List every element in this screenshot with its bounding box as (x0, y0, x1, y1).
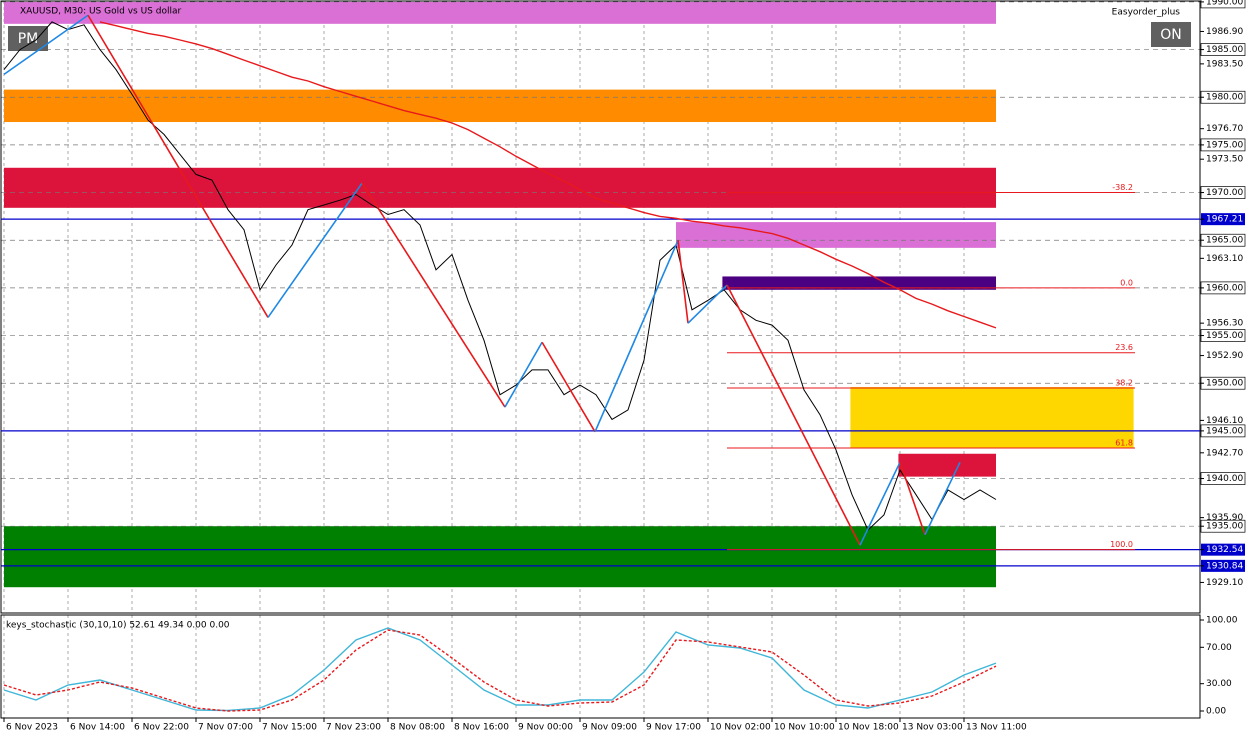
price-zone (722, 276, 996, 290)
zigzag-segment (726, 284, 861, 546)
zigzag-segment (267, 182, 363, 318)
price-line (99, 21, 997, 329)
y-tick-label: 1929.10 (1206, 578, 1243, 588)
y-tick-label: 1970.00 (1206, 188, 1243, 198)
zigzag-segment (677, 240, 689, 324)
y-tick-label: 1945.00 (1206, 426, 1243, 436)
x-tick-label: 9 Nov 17:00 (646, 723, 701, 733)
y-tick-label: 1955.00 (1206, 331, 1243, 341)
expert-name: Easyorder_plus (1112, 8, 1181, 18)
pm-button[interactable] (8, 26, 48, 51)
y-tick-label: 1932.54 (1206, 545, 1243, 555)
y-tick-label: 1990.00 (1206, 0, 1243, 7)
fib-label: 38.2 (1115, 378, 1133, 387)
zigzag-segment (87, 14, 269, 318)
y-tick-label: 1967.21 (1206, 215, 1243, 225)
y-tick-label: 1935.90 (1206, 513, 1243, 523)
x-tick-label: 6 Nov 22:00 (134, 723, 189, 733)
level-label-box (1201, 559, 1245, 572)
zigzag-segment (541, 341, 596, 433)
y-tick-label: 1952.90 (1206, 351, 1243, 361)
x-tick-label: 7 Nov 07:00 (198, 723, 253, 733)
fib-label: 23.6 (1115, 343, 1133, 352)
zigzag-segment (504, 341, 543, 408)
y-tick-label: 1975.00 (1206, 140, 1243, 150)
stoch-line (3, 627, 997, 712)
price-zone (4, 526, 996, 588)
price-zone (4, 167, 996, 208)
price-zone (850, 387, 1134, 449)
fib-label: 0.0 (1120, 278, 1133, 287)
x-tick-label: 10 Nov 02:00 (710, 723, 771, 733)
price-zone (4, 1, 996, 24)
x-tick-label: 7 Nov 23:00 (326, 723, 381, 733)
zigzag-segment (687, 284, 728, 324)
layer (1, 1, 1200, 718)
y-tick-label: 1940.00 (1206, 474, 1243, 484)
fib-label: 100.0 (1110, 540, 1133, 549)
x-tick-label: 9 Nov 00:00 (518, 723, 573, 733)
fib-label: -38.2 (1112, 183, 1133, 192)
y-tick-label: 1930.84 (1206, 561, 1243, 571)
pm-button-label[interactable]: PM (18, 31, 39, 47)
y-tick-label: 1980.00 (1206, 93, 1243, 103)
stoch-frame (0, 614, 1201, 719)
x-tick-label: 13 Nov 03:00 (902, 723, 963, 733)
x-tick-label: 8 Nov 16:00 (454, 723, 509, 733)
main-frame (0, 0, 1201, 614)
level-label-box (1201, 543, 1245, 556)
x-tick-label: 13 Nov 11:00 (966, 723, 1027, 733)
y-tick-label: 1963.10 (1206, 254, 1243, 264)
chart-title: XAUUSD, M30: US Gold vs US dollar (20, 7, 181, 17)
x-tick-label: 10 Nov 10:00 (774, 723, 835, 733)
x-tick-label: 6 Nov 14:00 (70, 723, 125, 733)
on-button-label[interactable]: ON (1160, 27, 1182, 43)
zigzag-segment (924, 461, 961, 536)
y-tick-label: 1983.50 (1206, 59, 1243, 69)
y-tick-label: 1960.00 (1206, 283, 1243, 293)
y-tick-label: 30.00 (1206, 679, 1232, 689)
on-button[interactable] (1151, 22, 1191, 47)
x-tick-label: 9 Nov 09:00 (582, 723, 637, 733)
zigzag-segment (361, 182, 506, 408)
price-zone (4, 89, 996, 123)
x-tick-label: 7 Nov 15:00 (262, 723, 317, 733)
zigzag-segment (899, 462, 926, 536)
y-tick-label: 1976.70 (1206, 124, 1243, 134)
y-tick-label: 70.00 (1206, 643, 1232, 653)
zigzag-segment (3, 14, 89, 76)
y-tick-label: 1935.00 (1206, 522, 1243, 532)
y-tick-label: 1946.10 (1206, 416, 1243, 426)
y-tick-label: 1986.90 (1206, 27, 1243, 37)
y-tick-label: 1973.50 (1206, 155, 1243, 165)
y-tick-label: 1942.70 (1206, 448, 1243, 458)
y-tick-label: 1956.30 (1206, 319, 1243, 329)
x-tick-label: 10 Nov 18:00 (838, 723, 899, 733)
level-label-box (1201, 213, 1245, 226)
y-tick-label: 1950.00 (1206, 379, 1243, 389)
y-tick-label: 1985.00 (1206, 45, 1243, 55)
y-tick-label: 0.00 (1206, 706, 1226, 716)
indicator-title: keys_stochastic (30,10,10) 52.61 49.34 0… (6, 621, 230, 631)
price-zone (898, 453, 996, 477)
zigzag-segment (594, 239, 679, 433)
stoch-line (3, 629, 997, 712)
zigzag-segment (859, 461, 901, 546)
price-line (3, 21, 997, 531)
fib-label: 61.8 (1115, 439, 1133, 448)
y-tick-label: 100.00 (1206, 616, 1238, 626)
x-tick-label: 8 Nov 08:00 (390, 723, 445, 733)
x-tick-label: 6 Nov 2023 (6, 723, 58, 733)
y-tick-label: 1965.00 (1206, 236, 1243, 246)
